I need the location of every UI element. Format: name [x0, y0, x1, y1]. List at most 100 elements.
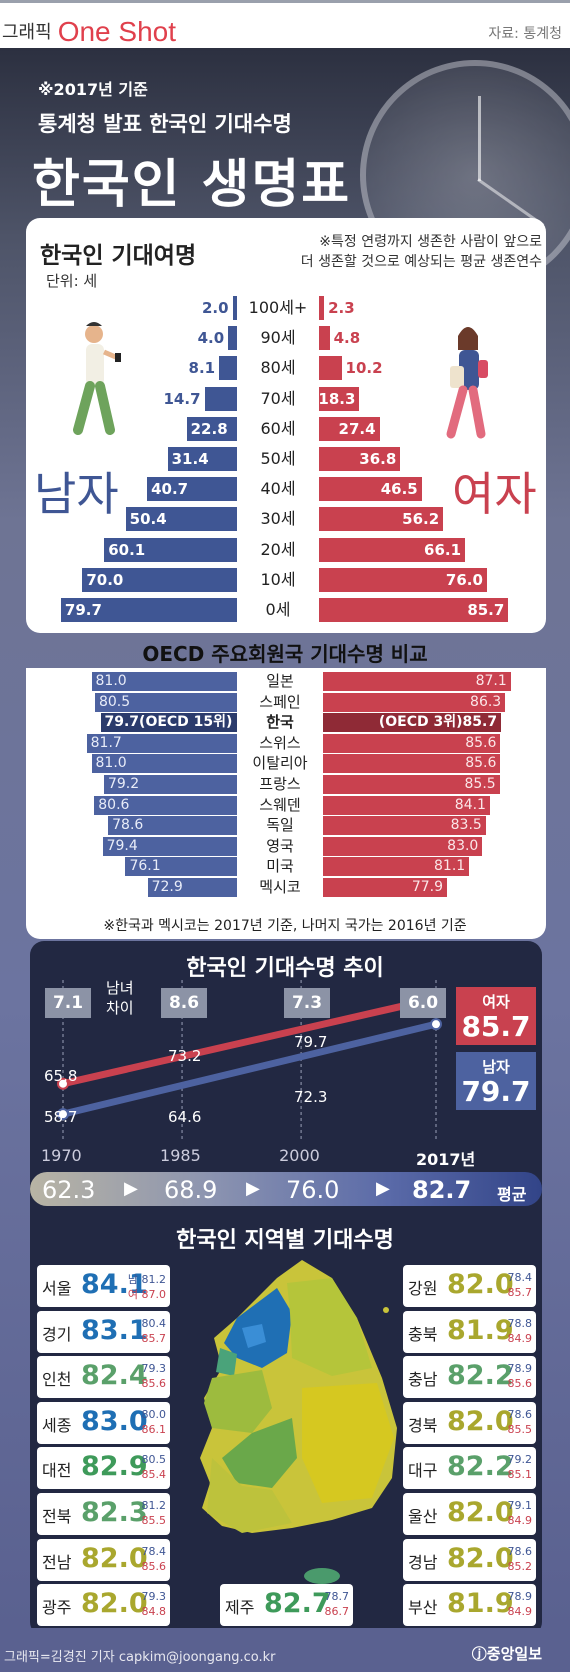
male-point-label: 72.3: [294, 1088, 328, 1106]
female-point: [57, 1077, 69, 1090]
region-card: 인천 82.4 79.3 85.6: [37, 1356, 170, 1399]
female-point-label: 73.2: [168, 1047, 202, 1065]
female-bar: [319, 507, 444, 532]
oecd-country-label: 독일: [266, 816, 294, 835]
region-card: 전북 82.3 81.2 85.5: [37, 1493, 170, 1535]
unit-label: 단위: 세: [46, 272, 98, 290]
oecd-female-value: 85.6: [465, 755, 497, 772]
region-name: 경남: [408, 1552, 438, 1572]
oecd-panel-bottom: [26, 905, 546, 939]
region-male: 80.4: [141, 1316, 167, 1330]
region-female: 85.2: [507, 1559, 533, 1573]
man-icon: [73, 322, 121, 435]
oecd-female-bar: [323, 816, 486, 836]
male-bar: [219, 356, 237, 381]
region-card: 울산 82.0 79.1 84.9: [403, 1493, 536, 1535]
region-average: 82.0: [447, 1405, 514, 1437]
female-value: 2.3: [328, 299, 355, 317]
woman-icon: [446, 327, 488, 439]
male-value: 4.0: [197, 329, 225, 348]
region-male: 78.7: [324, 1590, 350, 1604]
region-female: 84.9: [507, 1605, 533, 1619]
male-bar: [232, 296, 237, 320]
year-label: 2000: [279, 1146, 320, 1165]
oecd-country-label: 멕시코: [259, 878, 301, 896]
age-label: 100세+: [248, 298, 308, 317]
average-value: 76.0: [286, 1176, 340, 1204]
age-label: 90세: [260, 328, 296, 348]
oecd-female-bar: [323, 857, 470, 877]
region-male: 79.3: [141, 1590, 167, 1604]
oecd-female-value: 87.1: [475, 673, 507, 689]
average-value: 68.9: [164, 1176, 218, 1204]
male-value: 60.1: [108, 540, 146, 559]
life-expectancy-title: 한국인 기대여명: [40, 243, 197, 269]
gap-box: 6.0: [400, 988, 446, 1018]
female-bar: [319, 447, 401, 471]
oecd-female-value: (OECD 3위)85.7: [378, 714, 498, 731]
male-label: 남자: [34, 467, 119, 521]
region-card: 제주 82.7 78.7 86.7: [220, 1584, 353, 1627]
oecd-country-label: 스웨덴: [259, 795, 301, 814]
korea-map: [200, 1260, 397, 1584]
arrow-right-icon: ▶: [376, 1178, 390, 1199]
age-label: 30세: [260, 509, 296, 529]
region-female: 85.6: [507, 1377, 533, 1391]
gap-label: 남녀 차이: [106, 979, 134, 1017]
oecd-female-bar: [323, 692, 506, 712]
oecd-female-value: 77.9: [411, 879, 444, 895]
region-card: 경기 83.1 80.4 85.7: [37, 1310, 170, 1353]
male-value: 14.7: [163, 389, 201, 408]
oecd-male-bar: [108, 816, 237, 836]
oecd-male-value: 80.6: [98, 796, 130, 813]
region-name: 제주: [225, 1598, 255, 1618]
region-male: 남 81.2: [127, 1273, 166, 1286]
male-value: 50.4: [129, 510, 167, 529]
region-card: 충북 81.9 78.8 84.9: [403, 1310, 536, 1353]
oecd-country-label: 스위스: [259, 733, 301, 752]
trend-title: 한국인 기대수명 추이: [186, 956, 384, 981]
oecd-male-bar: [100, 713, 237, 733]
people-illustration: [73, 322, 488, 439]
region-average: 82.0: [447, 1269, 514, 1300]
region-average: 81.9: [447, 1588, 514, 1620]
regional-title: 한국인 지역별 기대수명: [176, 1228, 394, 1253]
oecd-male-bar: [91, 672, 237, 691]
life-expectancy-note: ※특정 연령까지 생존한 사람이 앞으로 더 생존할 것으로 예상되는 평균 생…: [300, 234, 542, 270]
female-line: [59, 994, 440, 1088]
region-average: 82.4: [81, 1360, 148, 1392]
oecd-male-bar: [94, 692, 237, 712]
page-title: 한국인 생명표: [32, 155, 352, 215]
region-female: 여 87.0: [127, 1288, 166, 1301]
oecd-female-value: 85.6: [465, 734, 497, 751]
oecd-female-value: 83.0: [447, 837, 479, 854]
oecd-female-value: 85.5: [464, 776, 496, 792]
header-bar: 그래픽 One Shot 자료: 통계청: [0, 0, 570, 48]
region-card: 전남 82.0 78.4 85.6: [37, 1538, 170, 1581]
region-average: 82.2: [447, 1451, 514, 1483]
female-value: 18.3: [318, 389, 356, 408]
average-band: [30, 1172, 542, 1206]
male-bar: [125, 507, 237, 532]
brand-sub: One Shot: [57, 16, 176, 47]
region-male: 78.6: [507, 1407, 533, 1421]
oecd-male-value: 72.9: [151, 879, 183, 895]
oecd-country-label: 이탈리아: [252, 754, 308, 773]
age-label: 20세: [260, 539, 296, 559]
year-label: 1985: [160, 1146, 201, 1165]
average-value: 62.3: [42, 1176, 96, 1204]
brand-label: 그래픽 One Shot: [2, 16, 176, 47]
male-bar: [167, 447, 237, 471]
region-male: 79.3: [141, 1362, 167, 1376]
oecd-country-label: 일본: [266, 672, 294, 690]
male-bar: [186, 416, 237, 441]
region-average: 82.0: [447, 1497, 514, 1528]
male-bar: [60, 598, 237, 622]
region-male: 78.8: [507, 1316, 533, 1330]
oecd-female-value: 86.3: [470, 693, 502, 710]
region-female: 85.7: [507, 1286, 533, 1299]
oecd-country-label: 미국: [266, 857, 294, 876]
gap-box: 7.1: [45, 988, 91, 1018]
region-average: 82.7: [264, 1588, 331, 1620]
region-name: 경북: [408, 1415, 438, 1435]
